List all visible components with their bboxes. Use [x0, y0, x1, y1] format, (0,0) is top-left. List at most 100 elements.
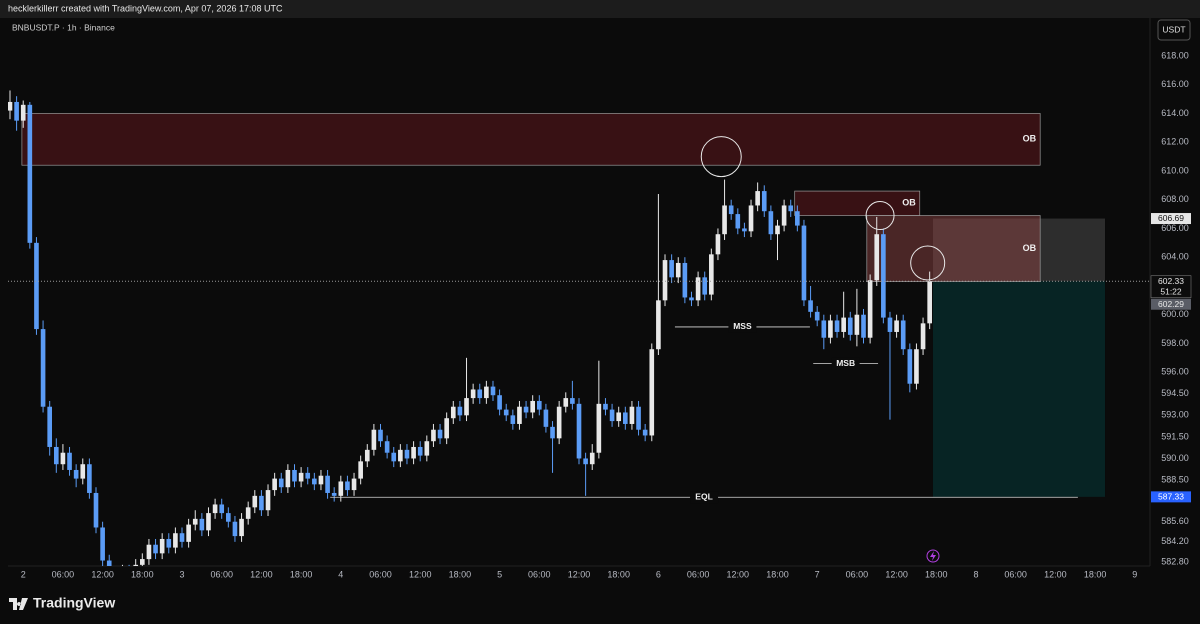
candle-body [139, 559, 145, 565]
level-label-bg [690, 491, 719, 504]
candle-body [609, 409, 615, 422]
y-tick-label: 582.80 [1161, 556, 1189, 566]
x-tick-label: 12:00 [727, 569, 750, 579]
y-tick-label: 600.00 [1161, 309, 1189, 319]
price-label: 602.33 [1158, 276, 1184, 286]
candle-body [8, 101, 13, 111]
candle-body [364, 449, 370, 462]
y-tick-label: 614.00 [1161, 108, 1189, 118]
candle-body [775, 225, 780, 235]
price-label-bg [1151, 298, 1191, 310]
candle-body [477, 389, 483, 399]
order-block [866, 215, 1041, 282]
candle-body [358, 461, 363, 479]
x-tick-label: 3 [180, 569, 185, 579]
candle-body [867, 280, 873, 338]
candle-body [464, 398, 469, 416]
candle-body [278, 478, 284, 488]
candle-body [252, 495, 258, 508]
candle-body [781, 205, 787, 226]
alert-icon[interactable] [926, 549, 940, 563]
candle-body [801, 225, 807, 301]
x-tick-label: 06:00 [210, 569, 233, 579]
candle-body [563, 398, 569, 407]
candle-body [490, 386, 496, 396]
candle-body [53, 446, 59, 465]
candle-body [424, 441, 430, 456]
header-bar [0, 0, 1200, 18]
x-tick-label: 18:00 [290, 569, 313, 579]
candle-body [325, 475, 330, 493]
candle-body [179, 533, 185, 542]
x-tick-label: 9 [1132, 569, 1137, 579]
candle-body [854, 314, 860, 335]
level-label: MSB [836, 358, 855, 368]
x-tick-label: 06:00 [846, 569, 869, 579]
candle-body [920, 323, 926, 350]
candle-body [828, 320, 833, 338]
y-tick-label: 585.60 [1161, 516, 1189, 526]
candle-body [675, 262, 681, 278]
candle-body [821, 320, 827, 338]
candle-body [351, 478, 357, 491]
x-tick-label: 12:00 [885, 569, 908, 579]
candle-body [411, 446, 416, 459]
highlight-circle [910, 245, 946, 281]
order-block [794, 190, 921, 216]
x-tick-label: 18:00 [1084, 569, 1107, 579]
y-tick-label: 594.50 [1161, 388, 1189, 398]
footer-bar [0, 584, 1200, 624]
x-tick-label: 06:00 [687, 569, 710, 579]
currency: USDT [1162, 24, 1185, 34]
candle-body [206, 513, 211, 531]
zone-label: OB [1023, 243, 1037, 253]
candle-body [603, 403, 608, 410]
y-tick-label: 584.20 [1161, 536, 1189, 546]
zone-label: OB [1023, 134, 1037, 144]
candle-body [437, 429, 443, 439]
candle-body [384, 441, 390, 453]
x-tick-label: 12:00 [1044, 569, 1067, 579]
candle-body [345, 481, 350, 491]
candle-body [159, 538, 165, 554]
candle-body [312, 478, 317, 485]
candle-body [272, 478, 277, 491]
x-tick-label: 12:00 [250, 569, 273, 579]
candle-body [900, 320, 906, 350]
candle-body [695, 277, 701, 301]
candle-body [245, 507, 251, 519]
candle-body [239, 518, 244, 537]
price-label-bg [1150, 275, 1192, 299]
highlight-circle [865, 201, 895, 231]
x-tick-label: 06:00 [528, 569, 551, 579]
y-tick-label: 591.50 [1161, 431, 1189, 441]
header: hecklerkillerr created with TradingView.… [8, 3, 283, 13]
position-stop [932, 281, 1106, 497]
candle-body [543, 409, 549, 427]
candle-body [570, 398, 575, 404]
candle-body [715, 234, 721, 255]
candle-body [192, 518, 198, 525]
zone-label: OB [902, 198, 916, 208]
candle-body [378, 429, 383, 442]
candle-body [60, 452, 66, 465]
candle-body [153, 544, 158, 554]
candle-body [517, 406, 522, 424]
x-tick-label: 18:00 [766, 569, 789, 579]
candle-body [788, 205, 794, 212]
y-tick-label: 610.00 [1161, 165, 1189, 175]
candle-body [927, 281, 932, 324]
candle-body [404, 449, 410, 459]
y-tick-label: 618.00 [1161, 50, 1189, 60]
price-label-bg [1151, 213, 1191, 225]
y-tick-label: 608.00 [1161, 194, 1189, 204]
currency-button[interactable] [1157, 19, 1191, 41]
candle-body [331, 492, 337, 496]
candle-body [808, 300, 813, 312]
price-label: 602.29 [1158, 299, 1184, 309]
candle-body [755, 191, 760, 206]
candle-body [318, 475, 324, 485]
x-tick-label: 12:00 [568, 569, 591, 579]
candle-body [199, 518, 205, 531]
